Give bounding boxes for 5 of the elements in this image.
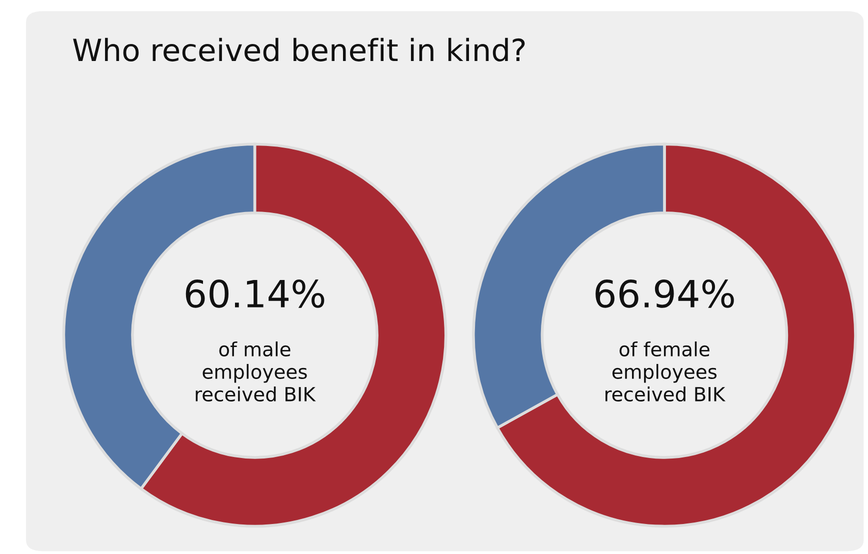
data-label: 66.94% xyxy=(596,279,734,308)
chart-title: Who received benefit in kind? xyxy=(73,38,525,62)
data-label: 60.14% xyxy=(186,279,324,308)
text: of male employees received BIK xyxy=(196,341,316,402)
text: of female employees received BIK xyxy=(606,341,726,402)
